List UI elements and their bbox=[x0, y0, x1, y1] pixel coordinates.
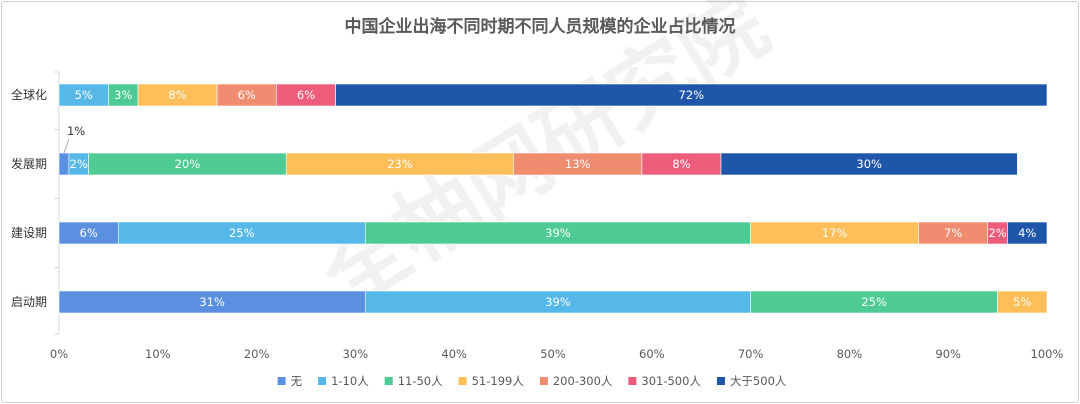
bar-segment-label: 72% bbox=[679, 88, 705, 102]
bar-segment-label: 2% bbox=[70, 157, 88, 171]
x-tick-label: 40% bbox=[441, 347, 467, 361]
bar-segment-label: 6% bbox=[238, 88, 256, 102]
legend-label: 1-10人 bbox=[331, 374, 369, 388]
bar-segment-label: 39% bbox=[545, 226, 571, 240]
bar-segment-label: 20% bbox=[175, 157, 201, 171]
bar-segment-label: 6% bbox=[297, 88, 315, 102]
x-tick-label: 90% bbox=[935, 347, 961, 361]
bar-segment-label: 2% bbox=[988, 226, 1006, 240]
bar-segment-label: 17% bbox=[822, 226, 848, 240]
legend-swatch bbox=[384, 377, 393, 385]
bar-segment-label: 6% bbox=[80, 226, 98, 240]
callout-line bbox=[63, 138, 70, 154]
legend-swatch bbox=[628, 377, 637, 385]
legend-label: 301-500人 bbox=[641, 374, 701, 388]
x-tick-label: 70% bbox=[738, 347, 764, 361]
bar-segment-label: 1% bbox=[67, 124, 85, 138]
legend-swatch bbox=[716, 377, 725, 385]
x-tick-label: 10% bbox=[145, 347, 171, 361]
y-category-label: 建设期 bbox=[11, 226, 47, 240]
bar-segment bbox=[58, 152, 70, 176]
legend-swatch bbox=[277, 377, 286, 385]
bar-segment-label: 8% bbox=[168, 88, 186, 102]
bar-segment-label: 39% bbox=[545, 295, 571, 309]
legend-swatch bbox=[539, 377, 548, 385]
legend-label: 11-50人 bbox=[398, 374, 443, 388]
bar-segment-label: 5% bbox=[1013, 295, 1031, 309]
legend-label: 大于500人 bbox=[730, 374, 787, 388]
bar-segment-label: 4% bbox=[1018, 226, 1036, 240]
legend-label: 51-199人 bbox=[472, 374, 525, 388]
bar-segment bbox=[997, 290, 1048, 314]
legend-label: 无 bbox=[291, 374, 303, 388]
bar-segment-label: 8% bbox=[672, 157, 690, 171]
x-tick-label: 50% bbox=[540, 347, 566, 361]
x-tick-label: 0% bbox=[50, 347, 68, 361]
bar-segment-label: 30% bbox=[856, 157, 882, 171]
bar-segment bbox=[720, 152, 1018, 176]
bar-segment-label: 5% bbox=[75, 88, 93, 102]
bar-segment bbox=[335, 83, 1048, 107]
bar-segment-label: 25% bbox=[861, 295, 887, 309]
y-category-label: 全球化 bbox=[11, 87, 47, 102]
bar-segment-label: 23% bbox=[387, 157, 413, 171]
x-tick-label: 80% bbox=[837, 347, 863, 361]
y-category-label: 启动期 bbox=[11, 295, 47, 309]
bar-segment-label: 3% bbox=[114, 88, 132, 102]
y-category-label: 发展期 bbox=[11, 156, 47, 171]
x-tick-label: 20% bbox=[244, 347, 270, 361]
bar-segment-label: 25% bbox=[229, 226, 255, 240]
bar-segment-label: 13% bbox=[565, 157, 591, 171]
bar-segment-label: 7% bbox=[944, 226, 962, 240]
bar-segment-label: 31% bbox=[199, 295, 225, 309]
x-tick-label: 100% bbox=[1031, 347, 1064, 361]
legend-swatch bbox=[318, 377, 327, 385]
chart-title: 中国企业出海不同时期不同人员规模的企业占比情况 bbox=[345, 16, 736, 37]
bar-segment bbox=[1007, 221, 1048, 245]
legend-swatch bbox=[458, 377, 467, 385]
x-tick-label: 60% bbox=[639, 347, 665, 361]
legend-label: 200-300人 bbox=[553, 374, 613, 388]
x-tick-label: 30% bbox=[343, 347, 369, 361]
